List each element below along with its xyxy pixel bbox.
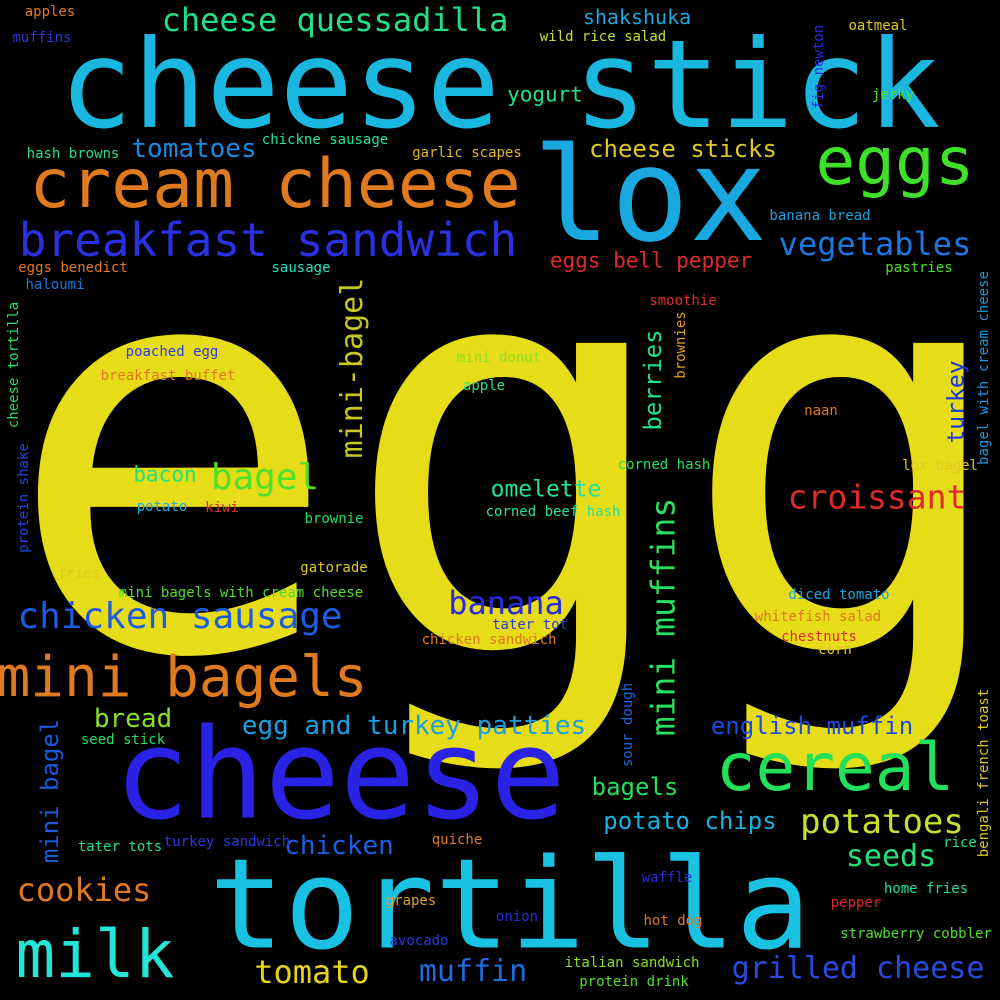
word-gatorade: gatorade <box>300 560 368 576</box>
word-tater-tot: tater tot <box>492 617 568 633</box>
word-mini-bagel: mini-bagel <box>335 277 370 459</box>
word-poached-egg: poached egg <box>125 344 219 360</box>
word-tater-tots: tater tots <box>77 839 163 855</box>
word-cookies: cookies <box>16 871 152 909</box>
word-grilled-cheese: grilled cheese <box>731 951 985 986</box>
word-brownie: brownie <box>304 511 364 527</box>
word-kiwi: kiwi <box>205 500 239 516</box>
word-bacon: bacon <box>133 462 197 487</box>
word-corned-hash: corned hash <box>617 457 711 473</box>
word-eggs: eggs <box>815 123 975 200</box>
word-fries: fries <box>57 566 101 582</box>
word-turkey-sandwich: turkey sandwich <box>163 834 291 850</box>
word-potatoes: potatoes <box>800 802 964 842</box>
word-chicken-sausage: chicken sausage <box>17 596 343 637</box>
word-shakshuka: shakshuka <box>582 5 692 29</box>
word-egg: egg <box>4 129 1000 781</box>
word-sausage: sausage <box>271 260 331 276</box>
word-diced-tomato: diced tomato <box>788 587 890 603</box>
word-avocado: avocado <box>389 933 449 949</box>
word-breakfast-sandwich: breakfast sandwich <box>18 213 518 267</box>
word-tomatoes: tomatoes <box>131 134 257 164</box>
word-breakfast-buffet: breakfast buffet <box>100 368 236 384</box>
word-home-fries: home fries <box>883 881 969 897</box>
word-apples: apples <box>24 4 76 20</box>
word-fig-newton: fig newton <box>811 24 827 110</box>
word-protein-shake: protein shake <box>16 443 32 553</box>
word-berries: berries <box>639 329 667 431</box>
word-jerky: jerky <box>871 87 915 103</box>
word-milk: milk <box>15 916 175 993</box>
word-italian-sandwich: italian sandwich <box>564 955 700 971</box>
word-chicken: chicken <box>284 831 394 861</box>
word-banana-bread: banana bread <box>769 208 871 224</box>
word-corned-beef-hash: corned beef hash <box>485 504 621 520</box>
word-vegetables: vegetables <box>778 225 972 263</box>
word-whitefish-salad: whitefish salad <box>754 609 882 625</box>
word-bagel-with-cream-cheese: bagel with cream cheese <box>976 271 992 465</box>
word-potato: potato <box>136 499 188 515</box>
word-pepper: pepper <box>830 895 882 911</box>
word-mini-donut: mini donut <box>456 350 542 366</box>
word-bagel: bagel <box>210 457 320 498</box>
word-pastries: pastries <box>885 260 953 276</box>
word-onion: onion <box>495 909 539 925</box>
word-strawberry-cobbler: strawberry cobbler <box>840 926 992 942</box>
word-mini-bagel: mini bagel <box>36 718 64 864</box>
word-protein-drink: protein drink <box>579 974 689 990</box>
word-omelette: omelette <box>490 476 602 503</box>
word-cream-cheese: cream cheese <box>29 145 521 224</box>
word-corn: corn <box>818 642 852 658</box>
word-smoothie: smoothie <box>649 293 717 309</box>
word-egg-and-turkey-patties: egg and turkey patties <box>241 711 587 741</box>
word-tomato: tomato <box>254 953 370 991</box>
word-cheese: cheese <box>114 702 566 848</box>
word-quiche: quiche <box>431 832 483 848</box>
word-seed-stick: seed stick <box>80 732 166 748</box>
word-garlic-scapes: garlic scapes <box>412 145 522 161</box>
word-english-muffin: english muffin <box>710 712 914 740</box>
word-croissant: croissant <box>787 477 967 517</box>
word-grapes: grapes <box>385 893 437 909</box>
word-eggs-bell-pepper: eggs bell pepper <box>549 248 753 273</box>
word-mini-bagels-with-cream-cheese: mini bagels with cream cheese <box>118 585 364 601</box>
word-cheese-stick: cheese stick <box>59 14 941 156</box>
word-turkey: turkey <box>943 360 970 444</box>
word-apple: apple <box>462 378 506 394</box>
word-naan: naan <box>804 403 838 419</box>
word-waffle: waffle <box>641 870 693 886</box>
word-eggs-benedict: eggs benedict <box>18 260 128 276</box>
word-wild-rice-salad: wild rice salad <box>539 29 667 45</box>
word-mini-bagels: mini bagels <box>0 645 368 710</box>
word-yogurt: yogurt <box>507 82 583 107</box>
word-bengali-french-toast: bengali french toast <box>976 688 992 858</box>
word-lox: lox <box>532 119 768 271</box>
word-cheese-tortilla: cheese tortilla <box>6 301 22 429</box>
word-mini-muffins: mini muffins <box>643 497 683 737</box>
word-tortilla: tortilla <box>208 832 812 978</box>
word-chestnuts: chestnuts <box>781 629 857 645</box>
word-cheese-sticks: cheese sticks <box>589 135 777 163</box>
word-rice: rice <box>943 835 977 851</box>
word-lox-bagel: lox bagel <box>902 458 978 474</box>
word-potato-chips: potato chips <box>603 807 777 835</box>
word-hash-browns: hash browns <box>26 146 120 162</box>
word-cheese-quessadilla: cheese quessadilla <box>161 1 509 39</box>
word-bagels: bagels <box>591 773 679 801</box>
word-oatmeal: oatmeal <box>848 18 908 34</box>
word-haloumi: haloumi <box>25 277 85 293</box>
word-brownies: brownies <box>673 311 689 379</box>
word-chickne-sausage: chickne sausage <box>261 132 389 148</box>
word-seeds: seeds <box>845 839 937 874</box>
word-hot-dog: hot dog <box>643 913 703 929</box>
word-muffins: muffins <box>12 30 72 46</box>
word-cereal: cereal <box>715 729 955 806</box>
word-sour-dough: sour dough <box>620 682 636 768</box>
word-muffin: muffin <box>418 954 528 989</box>
word-bread: bread <box>93 704 173 734</box>
word-chicken-sandwich: chicken sandwich <box>421 632 557 648</box>
word-banana: banana <box>448 584 564 622</box>
